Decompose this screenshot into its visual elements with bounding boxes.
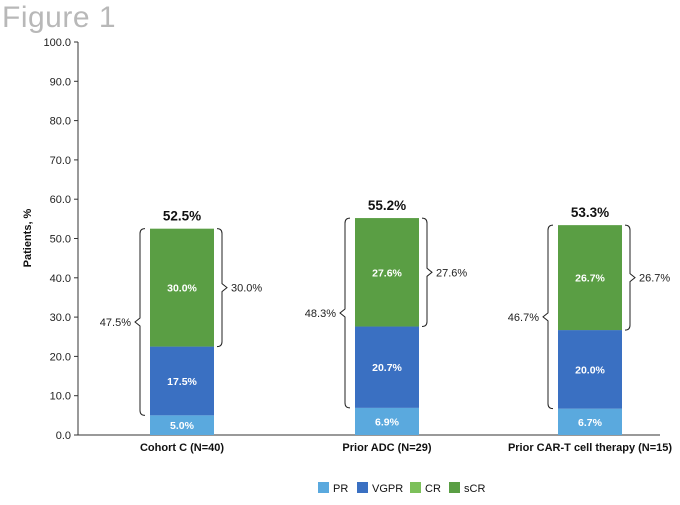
legend-swatch-cr <box>410 482 421 493</box>
y-tick-label: 100.0 <box>43 37 71 49</box>
right-bracket <box>216 228 228 348</box>
total-value-label: 55.2% <box>368 198 406 213</box>
segment-value-label: 6.9% <box>375 416 400 428</box>
left-bracket <box>339 217 351 409</box>
legend-label-vgpr: VGPR <box>372 483 403 495</box>
segment-value-label: 30.0% <box>167 283 197 295</box>
y-tick-label: 40.0 <box>50 273 71 285</box>
segment-value-label: 5.0% <box>170 420 195 432</box>
bar-segment-vgpr <box>150 346 214 416</box>
y-tick-label: 20.0 <box>50 351 71 363</box>
y-tick-label: 10.0 <box>50 391 71 403</box>
right-bracket-label: 27.6% <box>436 267 467 279</box>
right-bracket <box>624 224 636 331</box>
y-tick-label: 30.0 <box>50 312 71 324</box>
segment-value-label: 26.7% <box>575 273 605 285</box>
segment-value-label: 20.7% <box>372 362 402 374</box>
bar-segment-vgpr <box>355 326 419 408</box>
legend: PR VGPR CR sCR <box>318 482 485 495</box>
x-category-label: Prior ADC (N=29) <box>342 442 431 454</box>
bar-segment-pr <box>355 407 419 435</box>
bar-segment-scr <box>558 225 622 331</box>
bar-segment-pr <box>558 408 622 435</box>
left-bracket-label: 46.7% <box>508 312 539 324</box>
left-bracket-label: 47.5% <box>100 317 131 329</box>
total-value-label: 52.5% <box>163 209 201 224</box>
right-bracket-label: 26.7% <box>639 273 670 285</box>
left-bracket <box>134 228 146 416</box>
legend-swatch-pr <box>318 482 329 493</box>
bar-segment-scr <box>150 228 214 347</box>
total-value-label: 53.3% <box>571 205 609 220</box>
bar-segment-vgpr <box>558 330 622 409</box>
y-tick-label: 90.0 <box>50 76 71 88</box>
bars-layer <box>150 218 622 435</box>
right-bracket-label: 30.0% <box>231 283 262 295</box>
segment-value-label: 6.7% <box>578 417 603 429</box>
y-tick-label: 50.0 <box>50 234 71 246</box>
y-tick-label: 60.0 <box>50 194 71 206</box>
y-tick-label: 80.0 <box>50 116 71 128</box>
segment-value-label: 17.5% <box>167 376 197 388</box>
bar-segment-pr <box>150 415 214 435</box>
y-axis-title: Patients, % <box>22 208 34 267</box>
y-tick-label: 70.0 <box>50 155 71 167</box>
segment-value-label: 27.6% <box>372 267 402 279</box>
legend-label-scr: sCR <box>464 483 485 495</box>
legend-label-pr: PR <box>333 483 348 495</box>
bar-segment-scr <box>355 218 419 327</box>
figure-title: Figure 1 <box>2 1 117 34</box>
labels-layer: 5.0% 17.5% 30.0% 52.5% Cohort C (N=40) 47.5% 3… <box>100 198 673 454</box>
y-tick-label: 0.0 <box>56 430 71 442</box>
segment-value-label: 20.0% <box>575 364 605 376</box>
x-category-label: Cohort C (N=40) <box>140 442 224 454</box>
legend-swatch-vgpr <box>357 482 368 493</box>
right-bracket <box>421 217 433 328</box>
legend-label-cr: CR <box>425 483 441 495</box>
left-bracket <box>542 224 554 410</box>
x-category-label: Prior CAR-T cell therapy (N=15) <box>508 442 672 454</box>
legend-swatch-scr <box>449 482 460 493</box>
left-bracket-label: 48.3% <box>305 308 336 320</box>
